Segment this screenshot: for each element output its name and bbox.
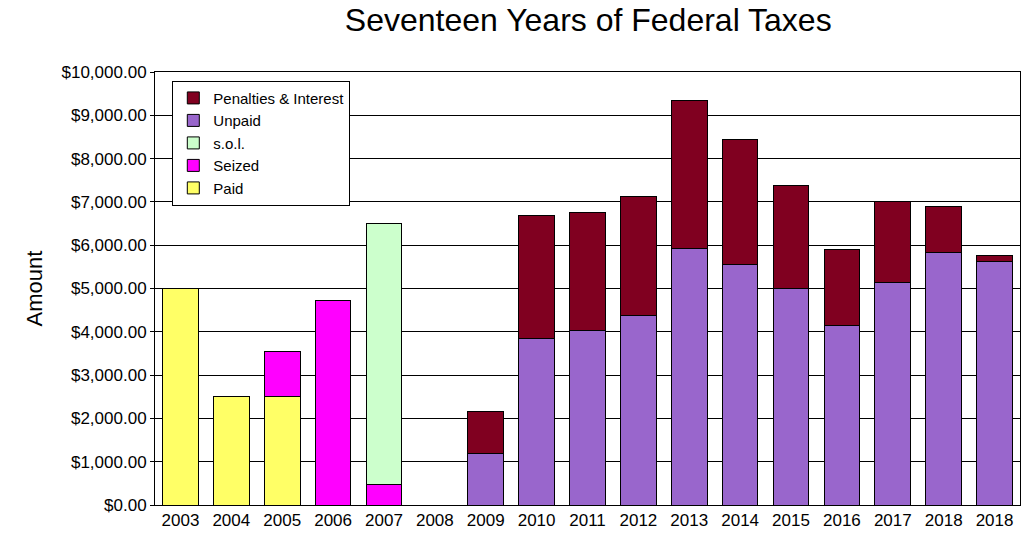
svg-text:$5,000.00: $5,000.00: [71, 279, 147, 298]
svg-text:2006: 2006: [314, 511, 352, 530]
svg-text:2012: 2012: [619, 511, 657, 530]
svg-text:2018: 2018: [925, 511, 963, 530]
svg-text:2005: 2005: [263, 511, 301, 530]
svg-text:2018: 2018: [976, 511, 1014, 530]
svg-text:$9,000.00: $9,000.00: [71, 106, 147, 125]
svg-text:2010: 2010: [518, 511, 556, 530]
svg-text:2017: 2017: [874, 511, 912, 530]
svg-text:2013: 2013: [670, 511, 708, 530]
svg-text:Unpaid: Unpaid: [213, 112, 261, 129]
svg-text:Penalties & Interest: Penalties & Interest: [213, 90, 344, 107]
svg-text:2011: 2011: [569, 511, 606, 530]
svg-text:$0.00: $0.00: [104, 496, 147, 515]
svg-text:2007: 2007: [365, 511, 403, 530]
svg-text:2016: 2016: [823, 511, 861, 530]
svg-text:2008: 2008: [416, 511, 454, 530]
svg-text:$10,000.00: $10,000.00: [62, 63, 147, 82]
svg-text:2009: 2009: [467, 511, 505, 530]
svg-text:$2,000.00: $2,000.00: [71, 409, 147, 428]
svg-text:s.o.l.: s.o.l.: [213, 135, 245, 152]
svg-text:$4,000.00: $4,000.00: [71, 323, 147, 342]
svg-text:$7,000.00: $7,000.00: [71, 193, 147, 212]
svg-text:Paid: Paid: [213, 180, 243, 197]
svg-text:Seized: Seized: [213, 157, 259, 174]
svg-text:2015: 2015: [772, 511, 810, 530]
svg-text:$3,000.00: $3,000.00: [71, 366, 147, 385]
svg-text:$1,000.00: $1,000.00: [71, 453, 147, 472]
svg-text:2003: 2003: [162, 511, 200, 530]
svg-text:2014: 2014: [721, 511, 759, 530]
svg-text:Seventeen Years of Federal Tax: Seventeen Years of Federal Taxes: [345, 2, 832, 38]
svg-text:Amount: Amount: [22, 251, 47, 327]
svg-text:2004: 2004: [212, 511, 250, 530]
svg-text:$8,000.00: $8,000.00: [71, 150, 147, 169]
svg-text:$6,000.00: $6,000.00: [71, 236, 147, 255]
